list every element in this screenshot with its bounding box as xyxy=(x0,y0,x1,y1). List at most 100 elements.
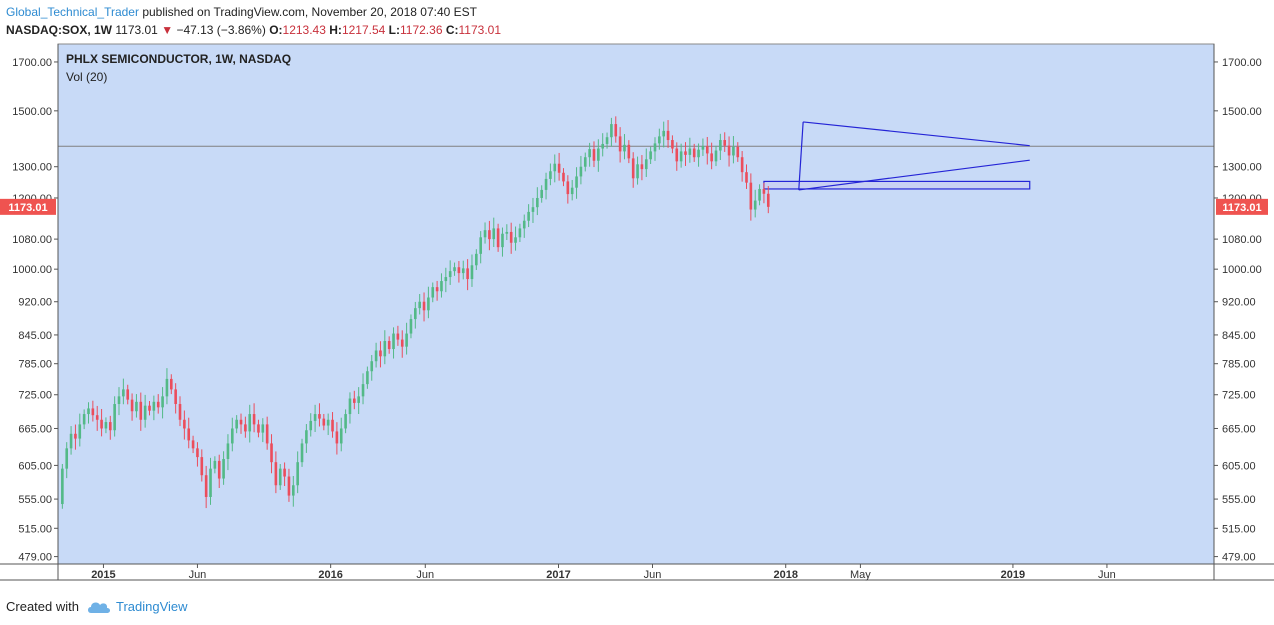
candles xyxy=(61,116,770,509)
candle xyxy=(366,366,369,389)
candle-body xyxy=(505,231,509,234)
candle-body xyxy=(745,172,748,183)
open-label: O: xyxy=(269,23,283,37)
candle-body xyxy=(82,414,86,425)
x-tick-label: Jun xyxy=(189,569,207,581)
candle-body xyxy=(705,146,709,154)
down-arrow-icon: ▼ xyxy=(161,23,174,37)
candle-body xyxy=(522,220,526,229)
candle-body xyxy=(178,404,182,420)
y-tick-label: 1000.00 xyxy=(12,264,52,276)
time-axis[interactable]: 2015 Jun 2016 Jun 2017 Jun 2018 May 2019 Jun xyxy=(0,563,1274,581)
candle xyxy=(183,410,186,440)
candle-body xyxy=(536,197,539,208)
candle xyxy=(191,435,195,454)
candle-body xyxy=(396,333,400,340)
y-tick-label: 665.00 xyxy=(1222,423,1256,435)
candle xyxy=(187,417,191,449)
candle xyxy=(344,409,347,434)
y-tick-label: 785.00 xyxy=(18,359,52,371)
candle xyxy=(169,374,173,395)
volume-indicator-label[interactable]: Vol (20) xyxy=(66,70,107,84)
candle xyxy=(719,133,722,161)
candle xyxy=(684,142,687,166)
candle-body xyxy=(213,460,217,469)
candle-body xyxy=(296,462,299,486)
x-tick-label: 2017 xyxy=(546,569,570,581)
candle xyxy=(557,152,561,181)
candle-body xyxy=(230,428,234,444)
candle-body xyxy=(675,148,679,162)
candle-body xyxy=(583,157,587,167)
close-label: C: xyxy=(445,23,459,37)
right-price-axis[interactable]: 1700.001500.001300.001200.001080.001000.… xyxy=(1213,44,1268,580)
candle-body xyxy=(496,228,500,248)
candle-body xyxy=(531,207,535,212)
candle xyxy=(405,322,408,355)
x-tick-label: May xyxy=(850,569,871,581)
candle-body xyxy=(318,414,321,419)
candle xyxy=(631,152,635,188)
candle xyxy=(235,415,238,434)
author-link[interactable]: Global_Technical_Trader xyxy=(6,5,139,19)
candle-body xyxy=(187,428,191,441)
candle xyxy=(257,419,260,438)
y-tick-label: 845.00 xyxy=(18,330,52,342)
candle xyxy=(130,393,134,421)
triangle-left-edge xyxy=(798,121,804,190)
candle xyxy=(627,140,631,164)
candle xyxy=(736,142,740,162)
candle xyxy=(714,145,718,167)
candle-body xyxy=(766,193,770,207)
candle xyxy=(531,197,535,223)
candle xyxy=(261,418,265,443)
triangle-lower-trendline xyxy=(798,159,1030,191)
candle xyxy=(723,132,727,152)
candle-body xyxy=(549,171,552,179)
tradingview-brand[interactable]: TradingView xyxy=(87,599,188,614)
price-chart[interactable]: 1700.001500.001300.001200.001080.001000.… xyxy=(0,42,1274,592)
candle xyxy=(540,185,543,203)
y-tick-label: 605.00 xyxy=(18,460,52,472)
candle-body xyxy=(152,401,156,411)
candle-body xyxy=(644,159,648,170)
candle xyxy=(640,155,644,181)
candle-body xyxy=(714,150,718,162)
candle-body xyxy=(191,440,195,449)
candle xyxy=(313,404,317,433)
candle xyxy=(283,462,286,487)
candle xyxy=(753,189,757,218)
low-value: 1172.36 xyxy=(400,23,443,37)
candle-body xyxy=(339,428,343,444)
candle xyxy=(636,156,639,185)
candle-body xyxy=(588,149,591,158)
left-price-axis[interactable]: 1700.001500.001300.001200.001080.001000.… xyxy=(0,44,59,580)
candle xyxy=(122,378,125,405)
tradingview-brand-label[interactable]: TradingView xyxy=(115,599,188,614)
candle-body xyxy=(732,146,735,156)
x-tick-label: 2019 xyxy=(1001,569,1025,581)
candle xyxy=(139,392,143,431)
candle-body xyxy=(309,420,313,431)
candle-body xyxy=(422,301,426,311)
candle-body xyxy=(78,424,82,439)
candle xyxy=(309,413,313,437)
candle-body xyxy=(379,350,382,357)
candle xyxy=(248,404,252,443)
candle-body xyxy=(274,462,278,486)
candle-body xyxy=(692,148,696,158)
candle-body xyxy=(400,339,404,347)
candle xyxy=(749,173,753,221)
candle xyxy=(601,133,605,157)
candle xyxy=(440,273,443,298)
candle xyxy=(383,330,387,365)
candle xyxy=(61,463,64,509)
candle xyxy=(174,383,177,414)
candle-body xyxy=(139,401,143,420)
candle xyxy=(466,259,469,291)
high-label: H: xyxy=(329,23,342,37)
candle xyxy=(353,390,356,410)
candle xyxy=(108,415,112,440)
candle-body xyxy=(135,401,138,412)
y-tick-label: 1300.00 xyxy=(12,162,52,174)
